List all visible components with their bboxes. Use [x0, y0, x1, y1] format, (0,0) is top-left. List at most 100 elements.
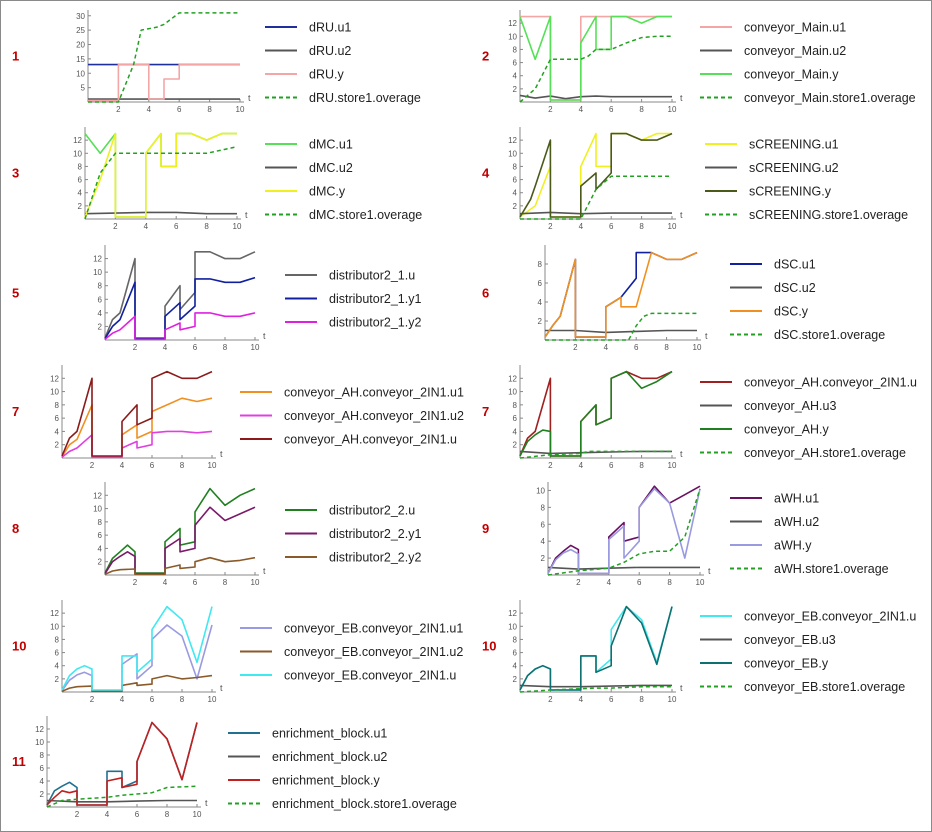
y-tick-label: 4: [98, 309, 103, 318]
legend-label: distributor2_2.y2: [329, 551, 421, 565]
y-tick-label: 6: [78, 176, 83, 185]
legend-label: aWH.u2: [774, 515, 819, 529]
series-line: [104, 487, 256, 574]
x-axis-label: t: [680, 449, 683, 459]
y-tick-label: 2: [538, 317, 543, 326]
legend-label: dSC.store1.overage: [774, 328, 885, 342]
legend-label: conveyor_Main.u2: [744, 44, 846, 58]
x-tick-label: 8: [639, 105, 644, 114]
legend-label: conveyor_Main.y: [744, 68, 839, 82]
x-axis-label: t: [263, 566, 266, 576]
panel-number: 2: [482, 49, 489, 64]
legend-label: dMC.store1.overage: [309, 208, 422, 222]
x-axis-label: t: [263, 331, 266, 341]
legend-label: distributor2_2.u: [329, 504, 415, 518]
legend-label: enrichment_block.u1: [272, 727, 387, 741]
x-tick-label: 6: [150, 461, 155, 470]
panel-number: 3: [12, 166, 19, 181]
series-line: [547, 485, 701, 575]
legend-label: distributor2_1.y1: [329, 292, 421, 306]
series-line: [519, 605, 673, 691]
y-tick-label: 10: [536, 486, 545, 495]
x-tick-label: 8: [165, 810, 170, 819]
legend-label: sCREENING.y: [749, 185, 832, 199]
series-line: [104, 276, 256, 340]
y-tick-label: 2: [98, 558, 103, 567]
legend-label: conveyor_AH.u3: [744, 399, 836, 413]
legend-label: conveyor_AH.conveyor_2IN1.u1: [284, 386, 464, 400]
x-axis-label: t: [220, 683, 223, 693]
x-tick-label: 2: [576, 578, 581, 587]
legend-label: dRU.u2: [309, 44, 351, 58]
x-tick-label: 2: [113, 222, 118, 231]
y-tick-label: 8: [513, 45, 518, 54]
y-tick-label: 25: [76, 26, 85, 35]
y-tick-label: 4: [55, 427, 60, 436]
legend-label: conveyor_EB.conveyor_2IN1.u1: [284, 622, 463, 636]
y-tick-label: 6: [541, 520, 546, 529]
y-tick-label: 2: [78, 202, 83, 211]
x-tick-label: 4: [604, 343, 609, 352]
x-axis-label: t: [680, 210, 683, 220]
y-tick-label: 4: [55, 662, 60, 671]
series-line: [544, 251, 698, 338]
x-tick-label: 8: [223, 578, 228, 587]
x-tick-label: 6: [135, 810, 140, 819]
series-line: [519, 94, 672, 100]
legend-label: sCREENING.u1: [749, 138, 839, 152]
y-tick-label: 6: [513, 414, 518, 423]
x-tick-label: 10: [208, 461, 217, 470]
y-tick-label: 8: [98, 518, 103, 527]
x-axis-label: t: [248, 93, 251, 103]
legend-label: conveyor_AH.store1.overage: [744, 446, 906, 460]
x-tick-label: 8: [664, 343, 669, 352]
x-axis-label: t: [220, 449, 223, 459]
legend-label: conveyor_EB.conveyor_2IN1.u: [284, 669, 456, 683]
series-line: [84, 132, 237, 218]
y-tick-label: 8: [78, 162, 83, 171]
x-tick-label: 4: [579, 222, 584, 231]
y-tick-label: 2: [541, 554, 546, 563]
chart-6: 6 2 4 6 8 2 4 6 8 10t dSC.u1 dSC.u2 dSC.y dSC.store1.…: [482, 245, 885, 352]
y-tick-label: 12: [50, 374, 59, 383]
y-tick-label: 2: [40, 790, 45, 799]
panel-number: 11: [12, 754, 26, 769]
y-tick-label: 12: [35, 725, 44, 734]
y-tick-label: 8: [513, 401, 518, 410]
x-tick-label: 8: [204, 222, 209, 231]
panel-number: 8: [12, 521, 19, 536]
legend-label: enrichment_block.y: [272, 774, 380, 788]
x-tick-label: 4: [163, 343, 168, 352]
series-line: [519, 15, 672, 101]
series-line: [519, 35, 672, 103]
x-tick-label: 4: [607, 578, 612, 587]
legend-label: dSC.y: [774, 305, 809, 319]
x-tick-label: 6: [174, 222, 179, 231]
y-tick-label: 10: [50, 388, 59, 397]
y-tick-label: 15: [76, 55, 85, 64]
y-tick-label: 2: [513, 202, 518, 211]
x-axis-label: t: [205, 798, 208, 808]
x-tick-label: 2: [548, 461, 553, 470]
x-axis-label: t: [705, 331, 708, 341]
legend-label: dMC.u2: [309, 161, 353, 175]
x-tick-label: 8: [180, 695, 185, 704]
x-tick-label: 4: [144, 222, 149, 231]
series-line: [547, 566, 700, 570]
x-tick-label: 4: [579, 461, 584, 470]
x-tick-label: 2: [548, 105, 553, 114]
x-tick-label: 4: [120, 695, 125, 704]
y-tick-label: 6: [98, 295, 103, 304]
x-axis-label: t: [708, 566, 711, 576]
y-tick-label: 8: [98, 282, 103, 291]
legend-label: conveyor_Main.store1.overage: [744, 91, 916, 105]
series-line: [104, 312, 256, 341]
x-tick-label: 10: [233, 222, 242, 231]
